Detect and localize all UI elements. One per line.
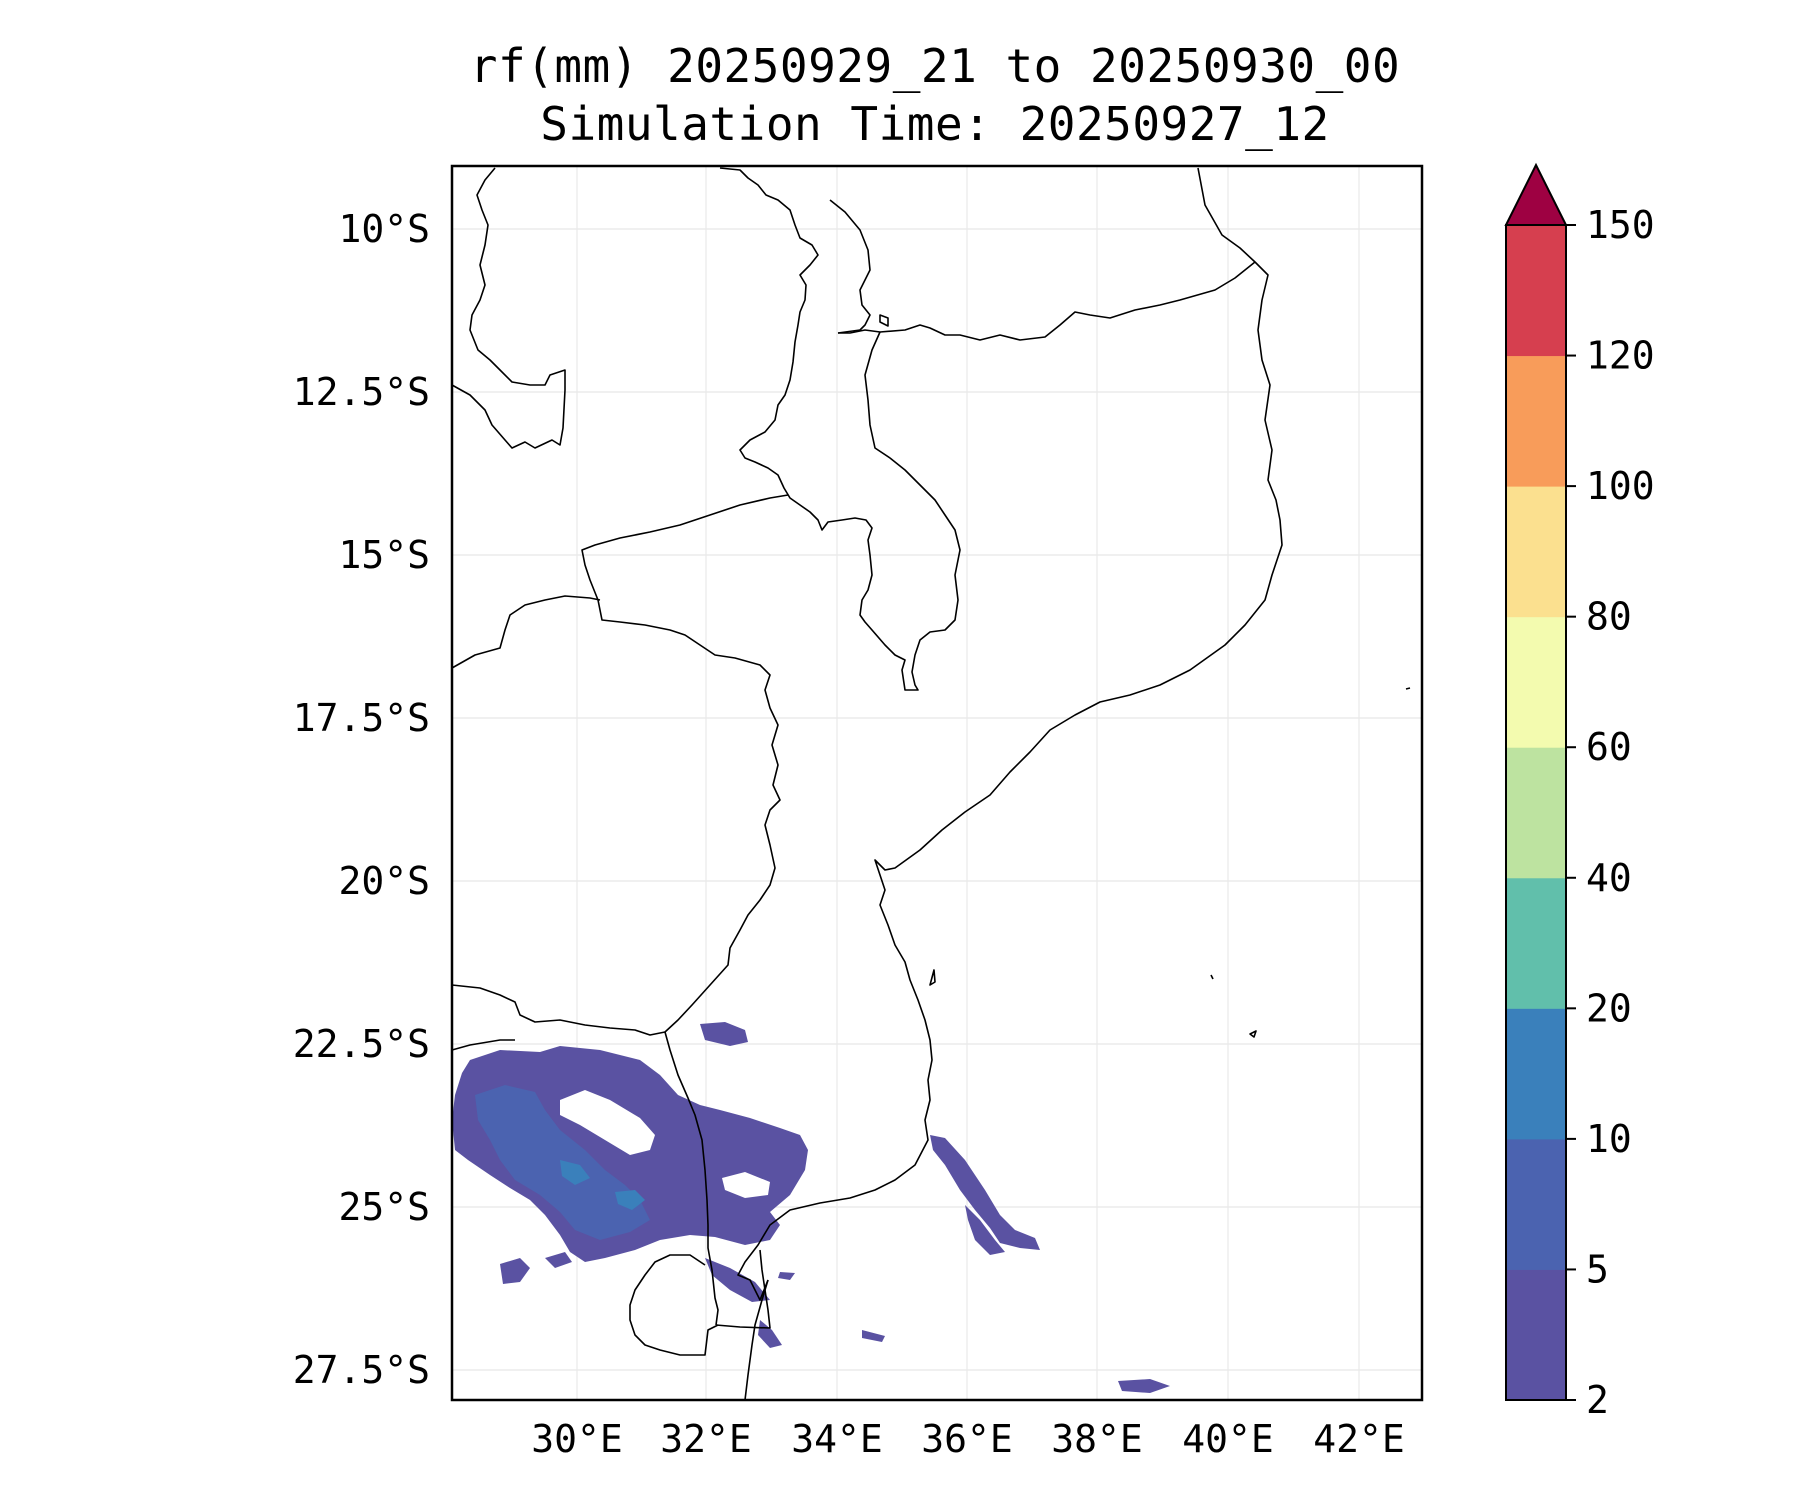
border-se-line bbox=[744, 1279, 769, 1401]
colorbar-tick-label: 120 bbox=[1586, 334, 1655, 378]
colorbar-segment bbox=[1506, 747, 1566, 879]
lat-tick-label: 27.5°S bbox=[293, 1348, 430, 1392]
colorbar-tick-label: 60 bbox=[1586, 725, 1632, 769]
rain-area-blue-2 bbox=[615, 1190, 645, 1210]
colorbar-tick-label: 20 bbox=[1586, 986, 1632, 1030]
rain-blob-3 bbox=[545, 1252, 572, 1268]
border-zambia-drc bbox=[451, 167, 566, 449]
island-5 bbox=[929, 969, 936, 986]
lon-tick-label: 36°E bbox=[921, 1417, 1013, 1461]
island-4 bbox=[1210, 974, 1214, 980]
lon-tick-label: 34°E bbox=[791, 1417, 883, 1461]
border-mozambique-zambia-zimbabwe bbox=[581, 494, 789, 1033]
colorbar-segment bbox=[1506, 355, 1566, 487]
rain-blob-4 bbox=[705, 1258, 770, 1302]
colorbar-segment bbox=[1506, 486, 1566, 618]
colorbar-segment bbox=[1506, 1269, 1566, 1401]
chart-title-line1: rf(mm) 20250929_21 to 20250930_00 bbox=[469, 39, 1401, 93]
colorbar-segment bbox=[1506, 225, 1566, 357]
border-zimbabwe-south bbox=[451, 984, 666, 1036]
rain-hole-1 bbox=[560, 1090, 655, 1155]
lon-tick-label: 40°E bbox=[1182, 1417, 1274, 1461]
lat-tick-label: 15°S bbox=[338, 533, 430, 577]
lon-axis: 30°E 32°E 34°E 36°E 38°E 40°E 42°E bbox=[531, 1417, 1405, 1461]
gridlines bbox=[452, 166, 1422, 1400]
colorbar: 2 5 10 20 40 60 80 100 120 150 bbox=[1504, 162, 1655, 1422]
map-frame bbox=[450, 164, 1424, 1402]
border-mozambique-malawi-north bbox=[838, 261, 1256, 341]
border-botswana bbox=[451, 1039, 515, 1051]
colorbar-frame bbox=[1505, 224, 1567, 1401]
colorbar-segment bbox=[1506, 1138, 1566, 1270]
rainfall-contours bbox=[452, 1022, 1170, 1393]
lat-tick-label: 10°S bbox=[338, 207, 430, 251]
borders bbox=[451, 167, 1411, 1401]
colorbar-tick-label: 150 bbox=[1586, 203, 1655, 247]
colorbar-segment bbox=[1506, 616, 1566, 748]
rain-blob-2 bbox=[500, 1258, 530, 1284]
island-2 bbox=[879, 314, 889, 327]
colorbar-tick-label: 100 bbox=[1586, 464, 1655, 508]
lat-tick-label: 25°S bbox=[338, 1185, 430, 1229]
lat-tick-label: 22.5°S bbox=[293, 1022, 430, 1066]
lat-tick-label: 17.5°S bbox=[293, 696, 430, 740]
colorbar-tick-label: 40 bbox=[1586, 856, 1632, 900]
colorbar-tick-label: 2 bbox=[1586, 1378, 1609, 1422]
coastline bbox=[737, 167, 1283, 1301]
colorbar-tick-label: 5 bbox=[1586, 1247, 1609, 1291]
malawi-lake-border bbox=[719, 167, 961, 691]
colorbar-extend-max bbox=[1504, 162, 1568, 226]
border-malawi-east bbox=[829, 199, 871, 334]
island-3 bbox=[1405, 687, 1411, 690]
rain-band-east-2 bbox=[965, 1205, 1005, 1255]
border-zambia-zimbabwe bbox=[451, 595, 601, 669]
rain-band-east bbox=[930, 1135, 1040, 1250]
lat-tick-label: 20°S bbox=[338, 859, 430, 903]
border-southafrica-mozambique bbox=[715, 1249, 771, 1329]
lon-tick-label: 30°E bbox=[531, 1417, 623, 1461]
lat-axis: 10°S 12.5°S 15°S 17.5°S 20°S 22.5°S 25°S… bbox=[293, 207, 430, 1392]
rain-hole-2 bbox=[722, 1172, 770, 1198]
colorbar-tick-label: 10 bbox=[1586, 1117, 1632, 1161]
colorbar-segment bbox=[1506, 877, 1566, 1009]
colorbar-segment bbox=[1506, 1008, 1566, 1140]
rain-blob-8 bbox=[778, 1272, 795, 1280]
rain-blob-6 bbox=[862, 1330, 885, 1342]
border-southafrica-east bbox=[664, 1031, 719, 1326]
rain-area-blue bbox=[560, 1160, 590, 1185]
lon-tick-label: 42°E bbox=[1313, 1417, 1405, 1461]
lon-tick-label: 38°E bbox=[1051, 1417, 1143, 1461]
chart-title-line2: Simulation Time: 20250927_12 bbox=[540, 97, 1330, 151]
lat-tick-label: 12.5°S bbox=[293, 370, 430, 414]
rain-blob-7 bbox=[1118, 1379, 1170, 1393]
colorbar-tick-label: 80 bbox=[1586, 595, 1632, 639]
island-1 bbox=[1249, 1030, 1257, 1038]
border-eswatini bbox=[629, 1254, 719, 1356]
rain-blob-1 bbox=[700, 1022, 748, 1046]
lon-tick-label: 32°E bbox=[660, 1417, 752, 1461]
